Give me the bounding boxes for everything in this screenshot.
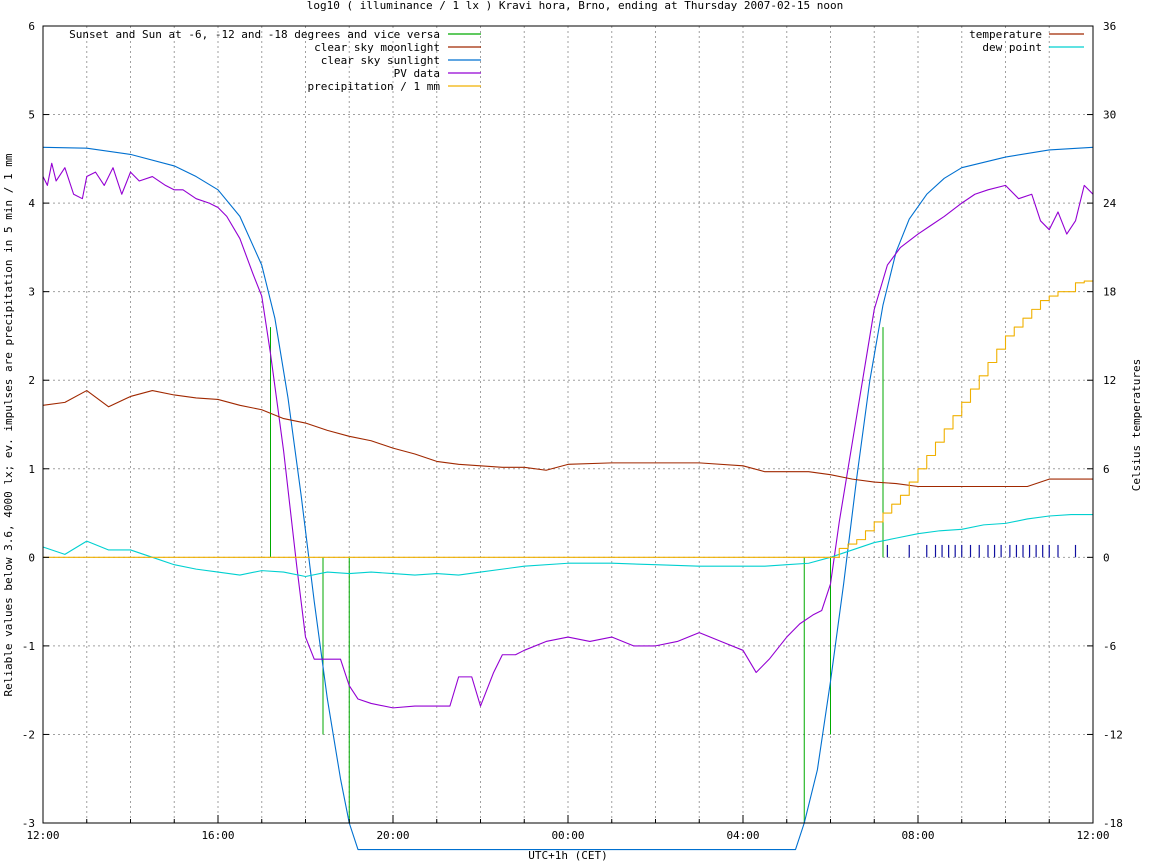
- series-precipitation-1-mm: [43, 280, 1093, 558]
- y2-tick-label: 24: [1103, 197, 1117, 210]
- y-axis-label: Reliable values below 3.6, 4000 lx; ev. …: [2, 153, 15, 696]
- legend-label: precipitation / 1 mm: [308, 80, 441, 93]
- x-axis-label: UTC+1h (CET): [528, 849, 607, 862]
- x-tick-label: 16:00: [201, 829, 234, 842]
- y-tick-label: 3: [28, 286, 35, 299]
- y2-tick-label: 6: [1103, 463, 1110, 476]
- legend-label: PV data: [394, 67, 440, 80]
- x-tick-label: 12:00: [1076, 829, 1109, 842]
- y-tick-label: 6: [28, 20, 35, 33]
- x-tick-label: 04:00: [726, 829, 759, 842]
- y2-tick-label: -6: [1103, 640, 1116, 653]
- x-tick-label: 12:00: [26, 829, 59, 842]
- y-tick-label: 0: [28, 551, 35, 564]
- y-tick-label: -1: [22, 640, 35, 653]
- y-tick-label: 4: [28, 197, 35, 210]
- y2-tick-label: -12: [1103, 728, 1123, 741]
- series-temperature: [42, 390, 1093, 488]
- x-tick-label: 00:00: [551, 829, 584, 842]
- y2-tick-label: 0: [1103, 551, 1110, 564]
- legend: Sunset and Sun at -6, -12 and -18 degree…: [69, 28, 1084, 93]
- legend-label: dew point: [982, 41, 1042, 54]
- legend-label: clear sky moonlight: [314, 41, 440, 54]
- y-tick-label: 1: [28, 463, 35, 476]
- plot-area: [42, 146, 1094, 851]
- legend-label: Sunset and Sun at -6, -12 and -18 degree…: [69, 28, 440, 41]
- x-tick-label: 08:00: [901, 829, 934, 842]
- series-pv-data: [42, 162, 1094, 709]
- chart-title: log10 ( illuminance / 1 lx ) Kravi hora,…: [307, 0, 843, 12]
- y2-tick-label: 18: [1103, 286, 1116, 299]
- y2-tick-label: -18: [1103, 817, 1123, 830]
- y-tick-label: 5: [28, 109, 35, 122]
- grid: [43, 26, 1093, 823]
- series-dew-point: [42, 513, 1093, 578]
- series-clear-sky-sunlight: [42, 146, 1094, 851]
- y2-tick-label: 36: [1103, 20, 1116, 33]
- y-tick-label: -3: [22, 817, 35, 830]
- y2-axis-label: Celsius temperatures: [1130, 359, 1143, 491]
- y-tick-label: 2: [28, 374, 35, 387]
- x-tick-label: 20:00: [376, 829, 409, 842]
- plot-frame: [42, 25, 1094, 824]
- legend-label: clear sky sunlight: [321, 54, 440, 67]
- y2-tick-label: 30: [1103, 109, 1116, 122]
- legend-label: temperature: [969, 28, 1042, 41]
- y2-tick-label: 12: [1103, 374, 1116, 387]
- y-tick-label: -2: [22, 728, 35, 741]
